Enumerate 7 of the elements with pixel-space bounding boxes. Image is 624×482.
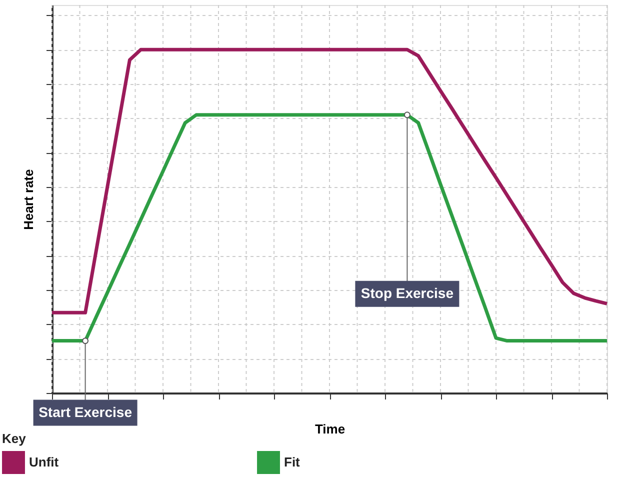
legend-label: Unfit bbox=[29, 454, 60, 470]
x-axis-title: Time bbox=[314, 422, 346, 436]
text: Start Exercise bbox=[38, 404, 132, 420]
annotation: Stop Exercise bbox=[360, 284, 454, 301]
legend-title: Key bbox=[2, 431, 27, 446]
legend-label: Fit bbox=[284, 454, 301, 470]
y-axis-title: Heart rate bbox=[21, 169, 36, 230]
